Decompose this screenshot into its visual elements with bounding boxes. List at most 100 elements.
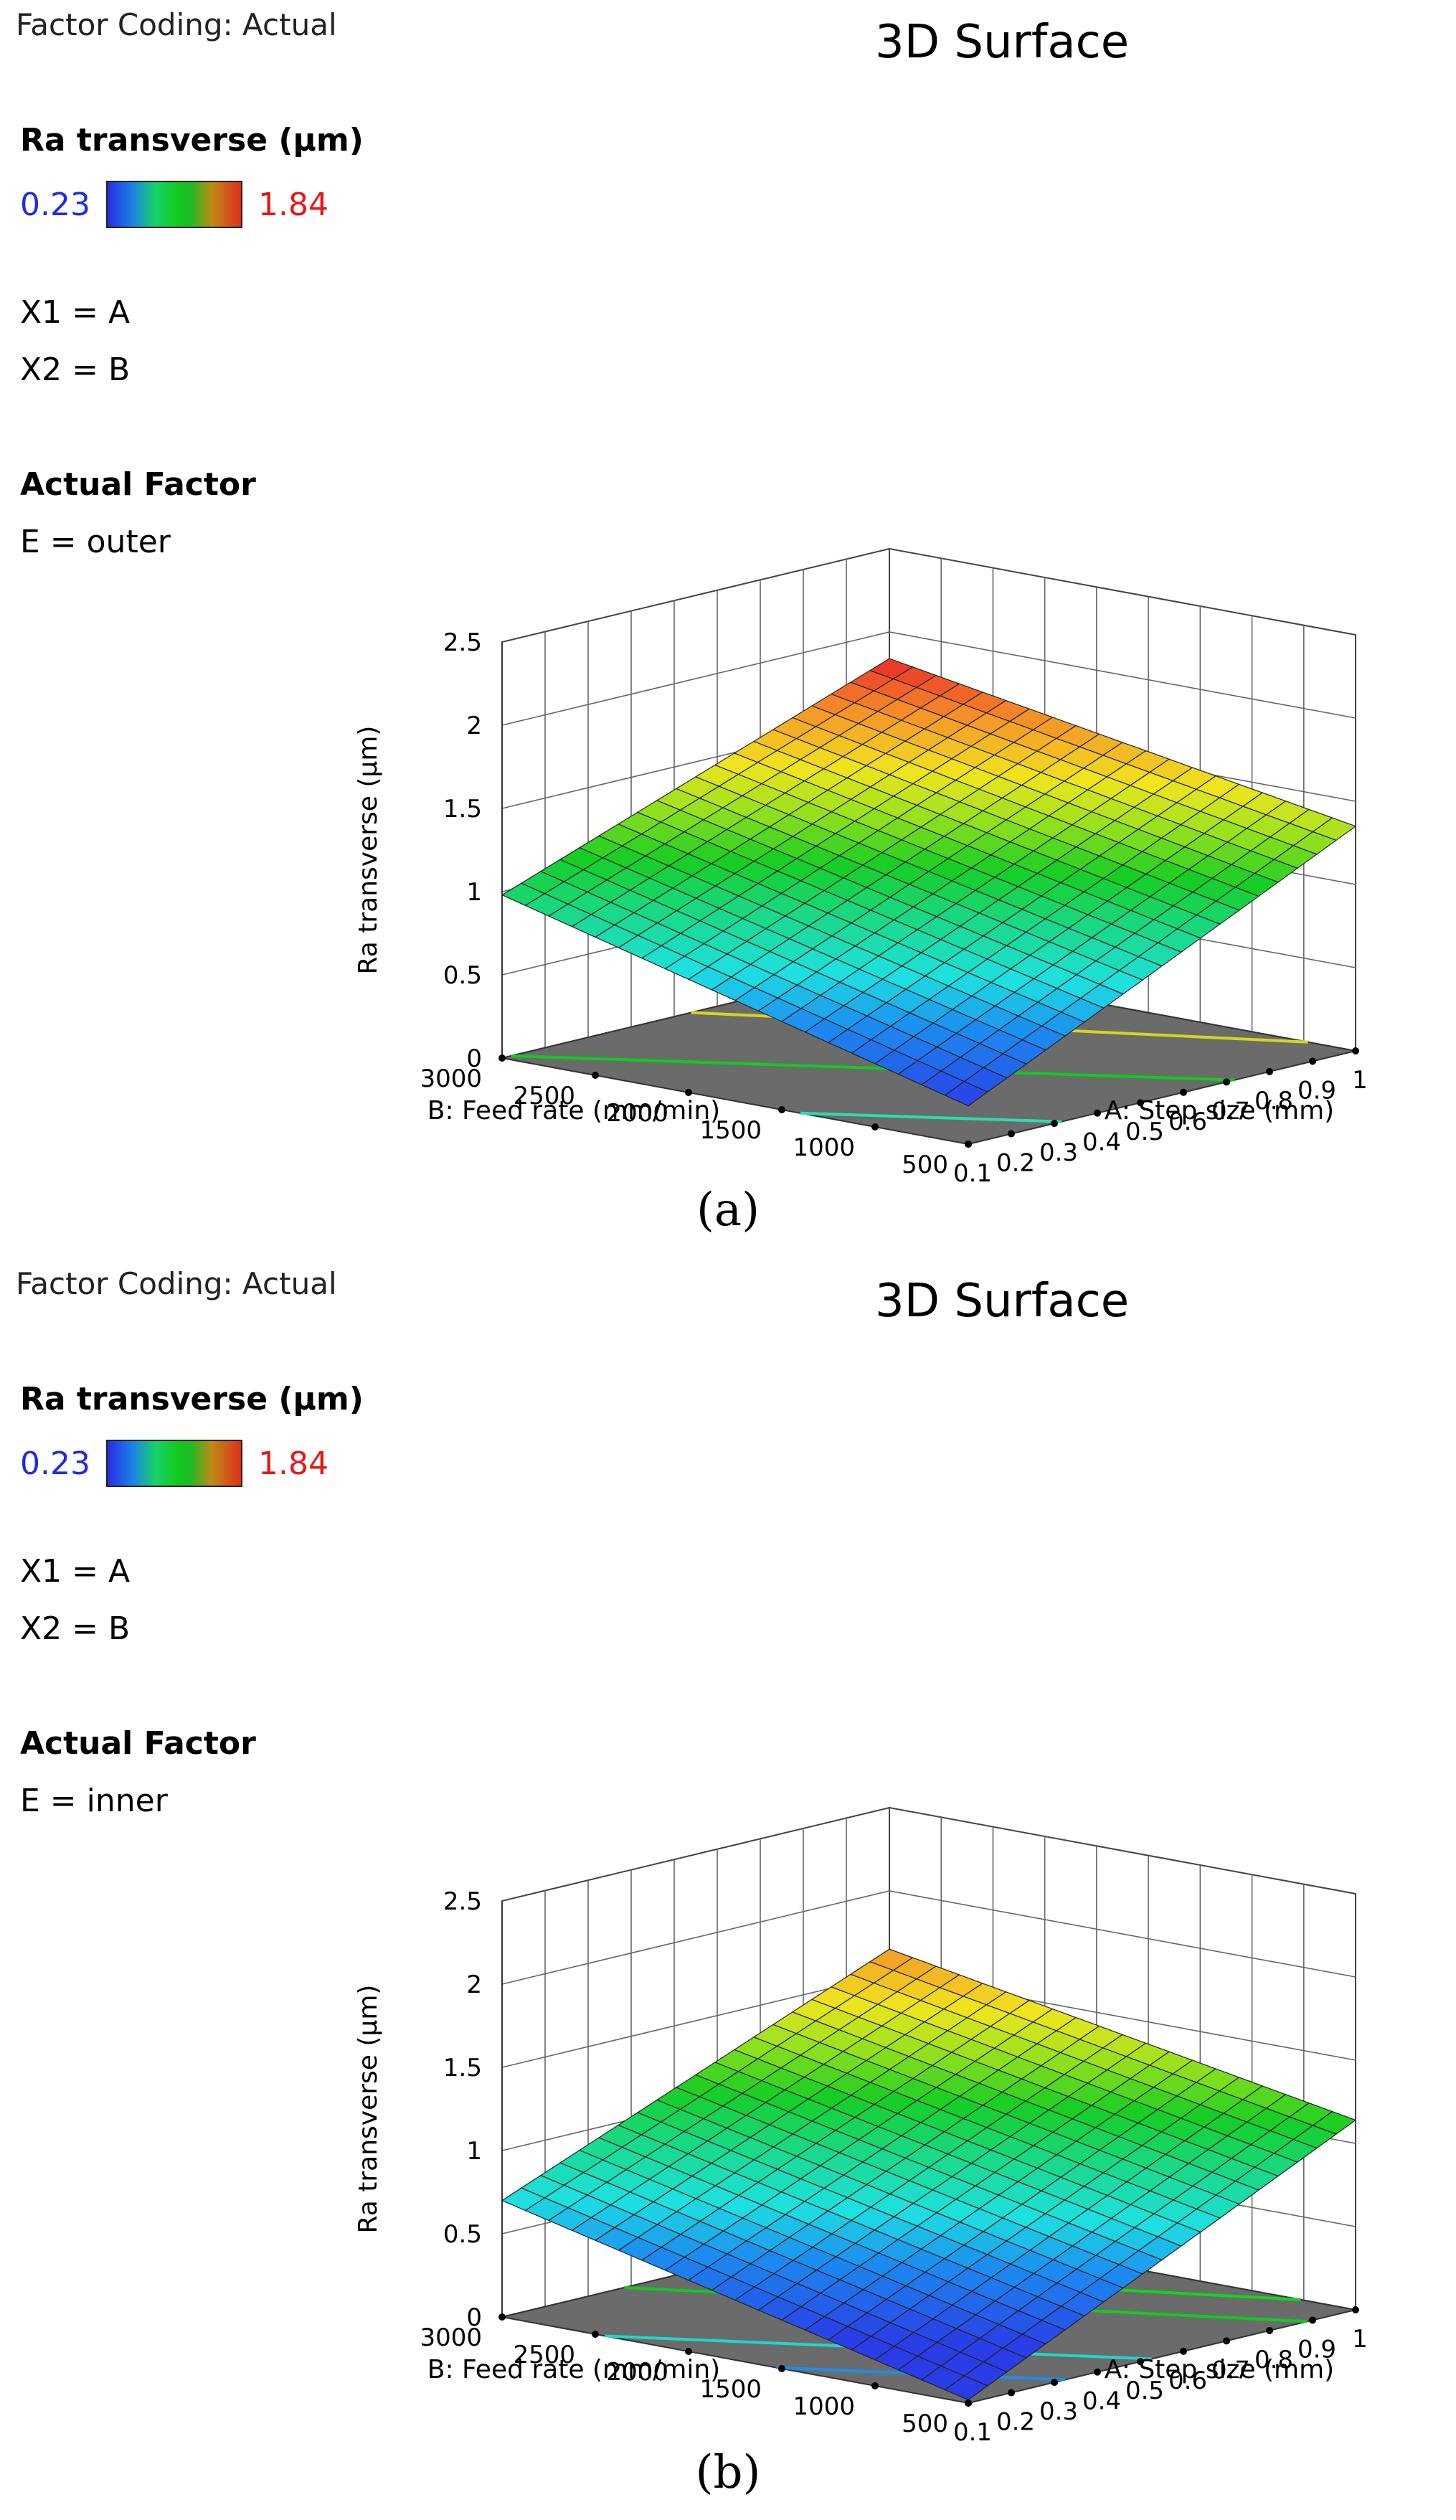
x-tick-label: 1 — [1352, 2325, 1368, 2354]
z-tick-label: 1 — [466, 878, 482, 907]
x-tick-mark — [1223, 2337, 1230, 2345]
x-tick-label: 0.8 — [1254, 1087, 1293, 1115]
color-scale-min: 0.23 — [20, 186, 90, 223]
color-scale-bar — [105, 181, 242, 228]
actual-factor-title: Actual Factor — [20, 1725, 256, 1762]
x-tick-mark — [1309, 1057, 1316, 1065]
color-scale: 0.23 1.84 — [20, 179, 328, 230]
surface-cell — [1312, 2110, 1357, 2135]
x-axis-title: A: Step size (mm) — [1105, 1096, 1334, 1125]
z-tick-label: 1.5 — [443, 2054, 482, 2082]
z-tick-label: 0 — [466, 1044, 482, 1073]
contour-line — [800, 1111, 1062, 1123]
y-tick-label: 1000 — [793, 2392, 855, 2421]
z-tick-label: 0.5 — [443, 2220, 482, 2249]
color-scale-min: 0.23 — [20, 1445, 90, 1482]
z-tick-label: 2.5 — [443, 628, 482, 657]
y-tick-label: 2500 — [513, 1082, 575, 1110]
y-tick-mark — [965, 1141, 972, 1148]
factor-coding-label: Factor Coding: Actual — [16, 7, 337, 42]
y-tick-mark — [685, 2348, 692, 2355]
caption: (b) — [695, 2446, 761, 2499]
axis-labels: 0.1 0.2 0.3 0.4 0.5 0.6 0.7 0.8 0.9 1500100015002… — [354, 628, 1368, 1188]
color-scale-max: 1.84 — [257, 186, 328, 223]
surface-cell — [1312, 817, 1357, 841]
y-tick-mark — [871, 1123, 879, 1131]
x-tick-mark — [1137, 1099, 1144, 1107]
chart-title: 3D Surface — [875, 1275, 1130, 1328]
y-tick-mark — [685, 1089, 692, 1096]
x-axis-title: A: Step size (mm) — [1105, 2355, 1334, 2384]
y-tick-mark — [592, 1072, 599, 1079]
x-tick-label: 0.1 — [953, 2418, 992, 2447]
x-tick-label: 0.8 — [1254, 2346, 1293, 2374]
x-tick-mark — [1180, 2347, 1187, 2355]
surface-plot: 0.1 0.2 0.3 0.4 0.5 0.6 0.7 0.8 0.9 1500100015002… — [354, 1806, 1368, 2447]
actual-factor-value: E = outer — [20, 524, 171, 560]
y-tick-mark — [965, 2399, 972, 2407]
x-tick-label: 0.4 — [1082, 1128, 1121, 1157]
y-tick-label: 3000 — [420, 1065, 482, 1093]
gridline-z — [501, 1890, 1356, 1985]
y-tick-mark — [778, 1106, 785, 1113]
chart-panel-b: Factor Coding: Actual Ra transverse (µm)… — [0, 1259, 1456, 2520]
x2-mapping: X2 = B — [20, 351, 131, 388]
x2-mapping: X2 = B — [20, 1610, 131, 1647]
z-tick-label: 2.5 — [443, 1887, 482, 1916]
x-tick-label: 0.4 — [1082, 2387, 1121, 2416]
gridline-z — [501, 631, 1356, 726]
x-tick-label: 0.5 — [1125, 2377, 1164, 2405]
y-axis-title: B: Feed rate (mm/min) — [427, 2355, 720, 2384]
x-tick-mark — [1352, 2306, 1359, 2313]
y-tick-mark — [871, 2382, 879, 2389]
y-tick-label: 2500 — [513, 2341, 575, 2369]
y-tick-mark — [498, 1054, 506, 1062]
x-tick-label: 0.7 — [1211, 2356, 1250, 2384]
x-tick-label: 0.3 — [1039, 1138, 1078, 1167]
z-tick-label: 0.5 — [443, 961, 482, 990]
x-tick-mark — [1309, 2316, 1316, 2324]
x-tick-mark — [1051, 2379, 1058, 2387]
color-scale-bar — [105, 1440, 242, 1487]
x-tick-mark — [1223, 1078, 1230, 1086]
y-tick-label: 2000 — [606, 1099, 668, 1128]
response-title: Ra transverse (µm) — [20, 1381, 364, 1417]
actual-factor-title: Actual Factor — [20, 466, 256, 503]
surface-plot: 0.1 0.2 0.3 0.4 0.5 0.6 0.7 0.8 0.9 1500100015002… — [354, 547, 1368, 1188]
z-tick-label: 1 — [466, 2137, 482, 2166]
surface-mesh — [501, 658, 1357, 1107]
chart-title: 3D Surface — [875, 16, 1130, 69]
y-tick-label: 500 — [902, 2410, 948, 2438]
color-scale: 0.23 1.84 — [20, 1438, 328, 1488]
x-tick-label: 0.6 — [1168, 2366, 1207, 2395]
y-axis-title: B: Feed rate (mm/min) — [427, 1096, 720, 1125]
y-tick-label: 1000 — [793, 1133, 855, 1162]
axis-labels: 0.1 0.2 0.3 0.4 0.5 0.6 0.7 0.8 0.9 1500100015002… — [354, 1887, 1368, 2447]
response-title: Ra transverse (µm) — [20, 122, 364, 159]
y-tick-mark — [778, 2365, 785, 2372]
y-tick-label: 500 — [902, 1151, 948, 1179]
x-tick-label: 0.1 — [953, 1159, 992, 1188]
x-tick-label: 0.9 — [1297, 1076, 1336, 1105]
x-tick-label: 0.6 — [1168, 1108, 1207, 1136]
x-tick-label: 0.9 — [1297, 2335, 1336, 2364]
x-tick-mark — [1051, 1120, 1058, 1128]
contour-line — [511, 1054, 1235, 1082]
x-tick-label: 0.3 — [1039, 2397, 1078, 2426]
x-tick-mark — [1008, 1130, 1015, 1138]
x-tick-mark — [1180, 1088, 1187, 1096]
x-tick-label: 0.2 — [996, 1149, 1035, 1178]
surface-mesh — [501, 1948, 1357, 2401]
x1-mapping: X1 = A — [20, 1553, 131, 1590]
z-axis-title: Ra transverse (µm) — [354, 1985, 383, 2234]
x-tick-label: 1 — [1352, 1066, 1368, 1095]
y-tick-label: 1500 — [699, 1116, 762, 1145]
z-tick-label: 0 — [466, 2303, 482, 2332]
y-tick-label: 3000 — [420, 2323, 482, 2352]
factor-coding-label: Factor Coding: Actual — [16, 1266, 337, 1301]
x-tick-mark — [1266, 2326, 1273, 2334]
color-scale-max: 1.84 — [257, 1445, 328, 1482]
x-tick-label: 0.2 — [996, 2408, 1035, 2437]
z-tick-label: 2 — [466, 712, 482, 740]
z-axis-title: Ra transverse (µm) — [354, 726, 383, 975]
